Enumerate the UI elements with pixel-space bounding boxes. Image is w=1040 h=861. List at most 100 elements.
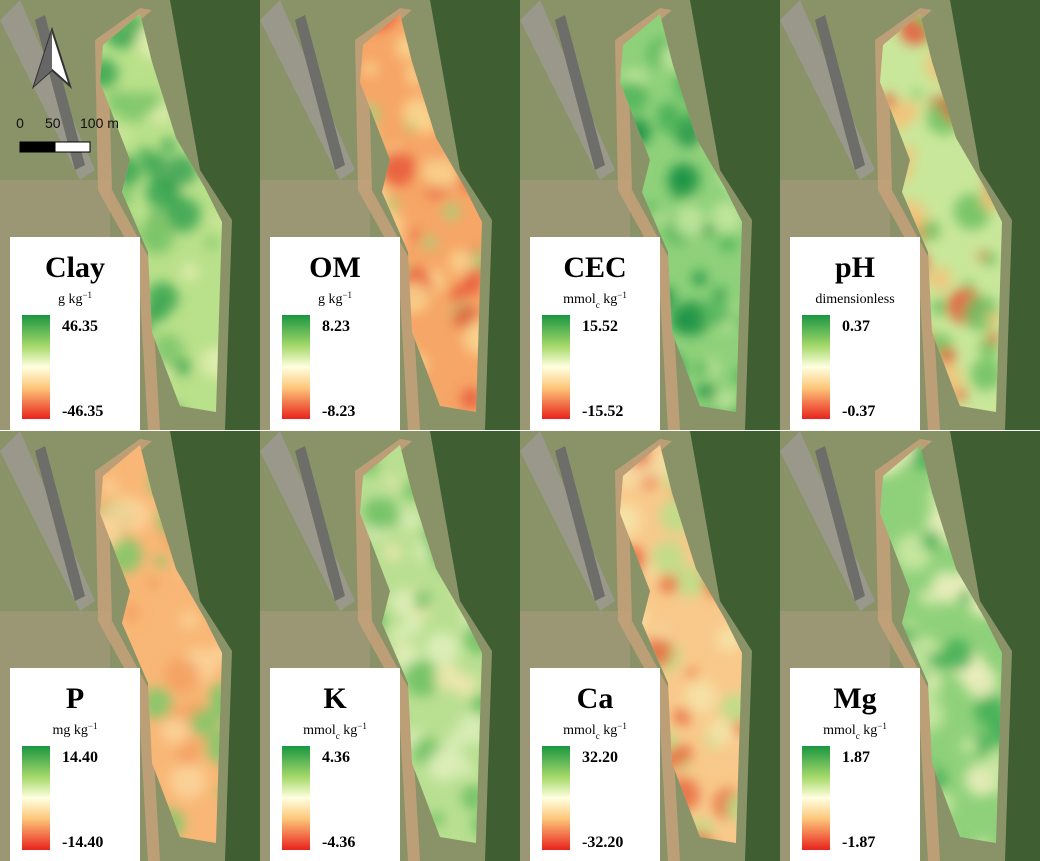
- legend-gradient: [282, 746, 310, 850]
- figure: Clayg kg−146.35-46.35OMg kg−18.23-8.23CE…: [0, 0, 1040, 861]
- field-blob: [410, 230, 420, 240]
- scale-label: 100 m: [80, 115, 119, 131]
- field-blob: [642, 563, 656, 577]
- legend-gradient: [802, 746, 830, 850]
- scale-label: 0: [16, 115, 24, 131]
- map-panel: Mgmmolc kg−11.87-1.87: [780, 431, 1040, 861]
- field-blob: [447, 731, 465, 749]
- field-blob: [686, 668, 697, 679]
- field-blob: [399, 509, 421, 531]
- unit-part: −1: [877, 721, 887, 731]
- legend-title: P: [66, 682, 84, 715]
- field-blob: [928, 672, 941, 685]
- field-blob: [961, 737, 978, 754]
- field-blob: [164, 658, 200, 694]
- field-blob: [206, 237, 218, 249]
- map-panel: CECmmolc kg−115.52-15.52: [520, 0, 780, 430]
- unit-part: −1: [82, 290, 92, 300]
- field-blob: [363, 62, 377, 76]
- legend-gradient: [22, 746, 50, 850]
- field-blob: [987, 312, 1001, 326]
- legend-gradient: [802, 315, 830, 419]
- legend-title: CEC: [563, 251, 626, 284]
- map-panel: Cammolc kg−132.20-32.20: [520, 431, 780, 861]
- field-blob: [443, 204, 459, 220]
- scale-bar-black: [20, 142, 55, 152]
- legend-min: -46.35: [62, 403, 103, 420]
- field-blob: [702, 223, 715, 236]
- field-blob: [912, 89, 922, 99]
- unit-part: mmol: [303, 723, 336, 738]
- field-blob: [390, 589, 416, 615]
- legend-min: -0.37: [842, 403, 875, 420]
- field-blob: [180, 611, 197, 628]
- map-panel: Clay g kg−1 46.35 -46.35: [0, 0, 260, 430]
- field-blob: [102, 478, 117, 493]
- unit-part: dimensionless: [815, 292, 894, 307]
- legend-min: -32.20: [582, 834, 623, 851]
- field-blob: [927, 652, 942, 667]
- field-blob: [140, 91, 161, 112]
- unit-part: kg: [600, 292, 618, 307]
- field-blob: [674, 206, 705, 237]
- legend-gradient: [22, 315, 50, 419]
- field-blob: [142, 152, 167, 177]
- map-panel: pH dimensionless 0.37 -0.37: [780, 0, 1040, 430]
- legend-gradient: [282, 315, 310, 419]
- field-blob: [931, 298, 949, 316]
- field-blob: [927, 267, 951, 291]
- map-panel: OMg kg−18.23-8.23: [260, 0, 520, 430]
- field-blob: [674, 708, 691, 725]
- field-blob: [161, 138, 175, 152]
- field-blob: [622, 70, 635, 83]
- legend-max: 1.87: [842, 749, 870, 766]
- field-blob: [652, 541, 685, 574]
- legend-title: Clay: [45, 251, 105, 284]
- field-blob: [181, 263, 199, 281]
- field-blob: [146, 577, 159, 590]
- legend-min: -15.52: [582, 403, 623, 420]
- field-blob: [920, 220, 940, 240]
- legend-title: Mg: [833, 682, 876, 715]
- legend-max: 14.40: [62, 749, 98, 766]
- field-blob: [694, 360, 710, 376]
- field-blob: [942, 639, 974, 671]
- field-blob: [384, 544, 401, 561]
- legend-max: 8.23: [322, 318, 350, 335]
- field-blob: [674, 745, 692, 763]
- unit-part: −1: [617, 290, 627, 300]
- unit-part: −1: [617, 721, 627, 731]
- field-blob: [655, 213, 667, 225]
- legend-gradient: [542, 315, 570, 419]
- field-blob: [429, 634, 456, 661]
- unit-part: −1: [88, 721, 98, 731]
- field-blob: [194, 737, 205, 748]
- map-panel: Pmg kg−114.40-14.40: [0, 431, 260, 861]
- legend-max: 4.36: [322, 749, 350, 766]
- unit-part: g kg: [58, 292, 83, 307]
- field-blob: [702, 297, 731, 326]
- legend-title: OM: [309, 251, 361, 284]
- scale-label: 50: [45, 115, 61, 131]
- field-blob: [706, 387, 717, 398]
- unit-part: kg: [340, 723, 358, 738]
- field-blob: [692, 271, 707, 286]
- field-blob: [719, 234, 737, 252]
- unit-part: mmol: [823, 723, 856, 738]
- field-blob: [155, 555, 167, 567]
- field-blob: [405, 121, 415, 131]
- legend-max: 0.37: [842, 318, 870, 335]
- legend-title: Ca: [577, 682, 614, 715]
- field-blob: [427, 750, 459, 782]
- field-blob: [684, 680, 717, 713]
- legend-title: pH: [835, 251, 875, 284]
- legend-min: -1.87: [842, 834, 875, 851]
- unit-part: −1: [357, 721, 367, 731]
- legend-max: 46.35: [62, 318, 98, 335]
- field-blob: [987, 332, 999, 344]
- field-blob: [434, 663, 461, 690]
- field-blob: [457, 754, 468, 765]
- legend-max: 15.52: [582, 318, 618, 335]
- field-blob: [706, 718, 735, 747]
